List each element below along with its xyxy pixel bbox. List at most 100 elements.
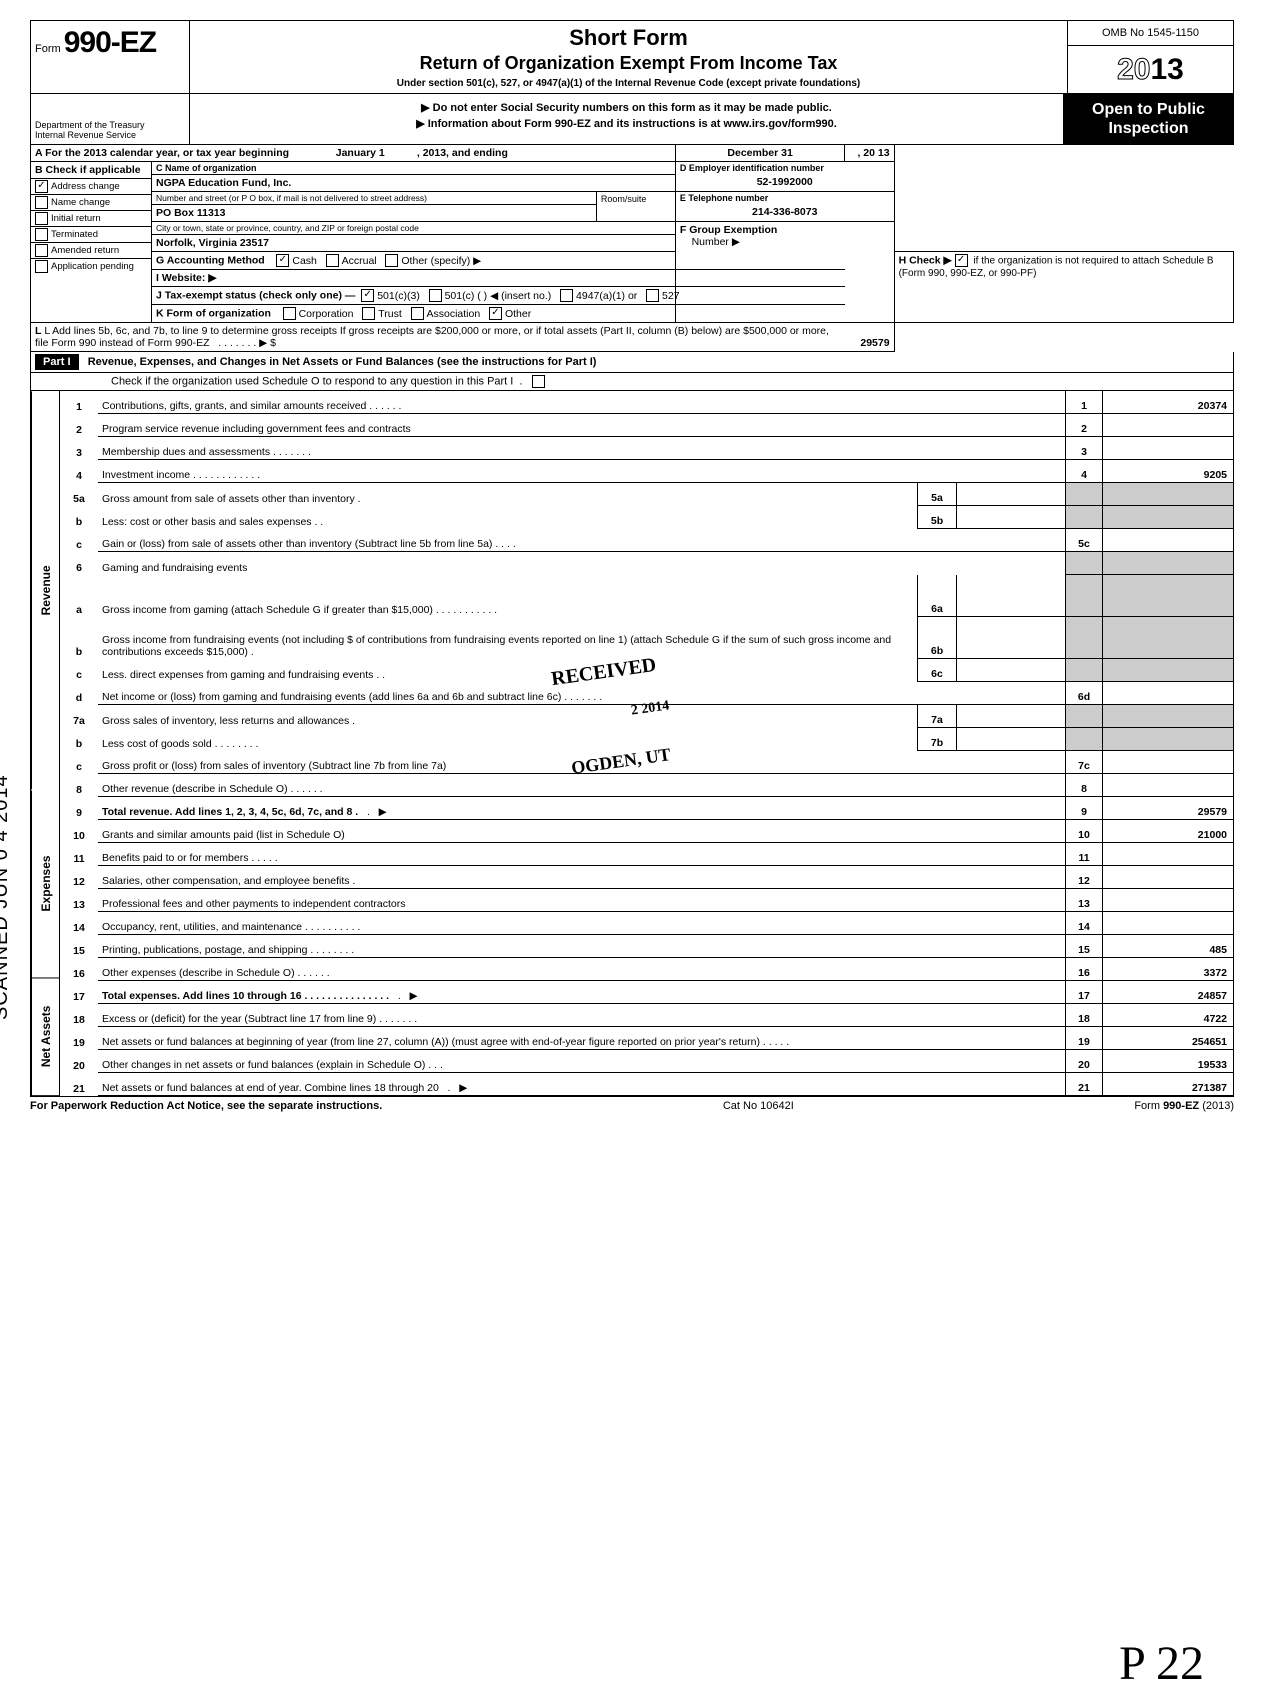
checkbox-k-0[interactable] xyxy=(283,307,296,320)
line-row-6b: bGross income from fundraising events (n… xyxy=(60,617,1233,659)
lines-table: 1Contributions, gifts, grants, and simil… xyxy=(60,391,1233,1096)
line-row-5a: 5aGross amount from sale of assets other… xyxy=(60,483,1233,506)
line-row-5b: bLess: cost or other basis and sales exp… xyxy=(60,506,1233,529)
checkbox-b-3[interactable] xyxy=(35,228,48,241)
checkbox-k-2[interactable] xyxy=(411,307,424,320)
part1-check-text: Check if the organization used Schedule … xyxy=(111,376,513,388)
form-prefix: Form xyxy=(35,43,61,55)
line-row-3: 3Membership dues and assessments . . . .… xyxy=(60,437,1233,460)
title-box: Short Form Return of Organization Exempt… xyxy=(190,21,1067,93)
checkbox-g-0[interactable]: ✓ xyxy=(276,254,289,267)
checkbox-k-3[interactable]: ✓ xyxy=(489,307,502,320)
checkbox-b-4[interactable] xyxy=(35,244,48,257)
ein-value: 52-1992000 xyxy=(757,176,813,188)
line-row-6a: aGross income from gaming (attach Schedu… xyxy=(60,575,1233,617)
line-F-label: F Group Exemption xyxy=(680,224,777,236)
line-B-label: B Check if applicable xyxy=(35,164,141,176)
checkbox-b-5[interactable] xyxy=(35,260,48,273)
footer-row: For Paperwork Reduction Act Notice, see … xyxy=(30,1097,1234,1112)
line-row-9: 9Total revenue. Add lines 1, 2, 3, 4, 5c… xyxy=(60,797,1233,820)
line-row-11: 11Benefits paid to or for members . . . … xyxy=(60,843,1233,866)
year-bold: 13 xyxy=(1151,53,1184,87)
side-label-expenses: Expenses xyxy=(31,790,60,978)
footer-mid: Cat No 10642I xyxy=(723,1100,794,1112)
scanned-stamp: SCANNED JUN 0 4 2014 xyxy=(0,774,13,1020)
checkbox-H[interactable]: ✓ xyxy=(955,254,968,267)
line-A-label: A For the 2013 calendar year, or tax yea… xyxy=(35,147,289,159)
city-label: City or town, state or province, country… xyxy=(152,222,675,235)
dept-irs: Internal Revenue Service xyxy=(35,130,185,140)
checkbox-g-2[interactable] xyxy=(385,254,398,267)
omb-year-box: OMB No 1545-1150 2013 xyxy=(1067,21,1233,93)
line-row-8: 8Other revenue (describe in Schedule O) … xyxy=(60,774,1233,797)
line-L-value: 29579 xyxy=(860,337,889,349)
line-L-text: L Add lines 5b, 6c, and 7b, to line 9 to… xyxy=(35,325,829,349)
org-address: PO Box 11313 xyxy=(156,207,225,219)
line-row-7c: cGross profit or (loss) from sales of in… xyxy=(60,751,1233,774)
line-J-label: J Tax-exempt status (check only one) — xyxy=(156,290,355,302)
org-name: NGPA Education Fund, Inc. xyxy=(156,177,291,189)
footer-right: Form 990-EZ (2013) xyxy=(1134,1100,1234,1112)
instr-ssn: ▶ Do not enter Social Security numbers o… xyxy=(200,101,1053,114)
checkbox-schedule-o[interactable] xyxy=(532,375,545,388)
checkbox-g-1[interactable] xyxy=(326,254,339,267)
part1-title: Revenue, Expenses, and Changes in Net As… xyxy=(88,356,597,368)
org-city: Norfolk, Virginia 23517 xyxy=(156,237,269,249)
line-row-2: 2Program service revenue including gover… xyxy=(60,414,1233,437)
part1-check-row: Check if the organization used Schedule … xyxy=(30,373,1234,391)
line-A-end-month: December 31 xyxy=(727,147,792,159)
line-row-17: 17Total expenses. Add lines 10 through 1… xyxy=(60,981,1233,1004)
line-A-mid2: , 2013, and ending xyxy=(417,147,508,159)
line-row-14: 14Occupancy, rent, utilities, and mainte… xyxy=(60,912,1233,935)
line-row-19: 19Net assets or fund balances at beginni… xyxy=(60,1027,1233,1050)
line-row-10: 10Grants and similar amounts paid (list … xyxy=(60,820,1233,843)
line-row-6d: dNet income or (loss) from gaming and fu… xyxy=(60,682,1233,705)
instr-website: ▶ Information about Form 990-EZ and its … xyxy=(200,117,1053,130)
checkbox-k-1[interactable] xyxy=(362,307,375,320)
omb-number: OMB No 1545-1150 xyxy=(1068,21,1233,46)
line-row-15: 15Printing, publications, postage, and s… xyxy=(60,935,1233,958)
tax-year: 2013 xyxy=(1068,46,1233,93)
line-row-1: 1Contributions, gifts, grants, and simil… xyxy=(60,391,1233,414)
line-G-label: G Accounting Method xyxy=(156,255,265,267)
line-row-16: 16Other expenses (describe in Schedule O… xyxy=(60,958,1233,981)
line-row-6c: cLess. direct expenses from gaming and f… xyxy=(60,659,1233,682)
title-return: Return of Organization Exempt From Incom… xyxy=(200,53,1057,74)
subtitle: Under section 501(c), 527, or 4947(a)(1)… xyxy=(200,78,1057,89)
open-line1: Open to Public xyxy=(1066,100,1231,119)
line-D-label: D Employer identification number xyxy=(680,163,824,173)
dept-box: Department of the Treasury Internal Reve… xyxy=(31,94,190,144)
line-row-7a: 7aGross sales of inventory, less returns… xyxy=(60,705,1233,728)
line-row-5c: cGain or (loss) from sale of assets othe… xyxy=(60,529,1233,552)
line-row-6: 6Gaming and fundraising events xyxy=(60,552,1233,575)
checkbox-j-1[interactable] xyxy=(429,289,442,302)
line-A-end-year: , 20 13 xyxy=(857,147,889,159)
line-row-4: 4Investment income . . . . . . . . . . .… xyxy=(60,460,1233,483)
line-H-label: H Check ▶ xyxy=(899,255,952,267)
title-short-form: Short Form xyxy=(200,25,1057,51)
checkbox-j-0[interactable]: ✓ xyxy=(361,289,374,302)
dept-treasury: Department of the Treasury xyxy=(35,120,185,130)
line-E-label: E Telephone number xyxy=(680,193,768,203)
line-L-arrow: . . . . . . . ▶ $ xyxy=(218,337,276,349)
addr-label: Number and street (or P O box, if mail i… xyxy=(152,192,596,205)
checkbox-b-0[interactable]: ✓ xyxy=(35,180,48,193)
phone-value: 214-336-8073 xyxy=(752,206,817,218)
line-A-begin: January 1 xyxy=(336,147,385,159)
line-row-20: 20Other changes in net assets or fund ba… xyxy=(60,1050,1233,1073)
checkbox-b-1[interactable] xyxy=(35,196,48,209)
line-C-label: C Name of organization xyxy=(156,163,257,173)
open-line2: Inspection xyxy=(1066,119,1231,138)
year-outline: 20 xyxy=(1117,53,1150,87)
checkbox-j-2[interactable] xyxy=(560,289,573,302)
form-number: 990-EZ xyxy=(64,26,156,59)
header-table: A For the 2013 calendar year, or tax yea… xyxy=(30,145,1234,352)
part1-body: Revenue Expenses Net Assets 1Contributio… xyxy=(30,391,1234,1097)
line-row-7b: bLess cost of goods sold . . . . . . . .… xyxy=(60,728,1233,751)
form-number-box: Form 990-EZ xyxy=(31,21,190,93)
checkbox-j-3[interactable] xyxy=(646,289,659,302)
checkbox-b-2[interactable] xyxy=(35,212,48,225)
instruction-row: Department of the Treasury Internal Reve… xyxy=(30,94,1234,145)
line-F-number: Number ▶ xyxy=(692,236,740,248)
line-row-21: 21Net assets or fund balances at end of … xyxy=(60,1073,1233,1096)
